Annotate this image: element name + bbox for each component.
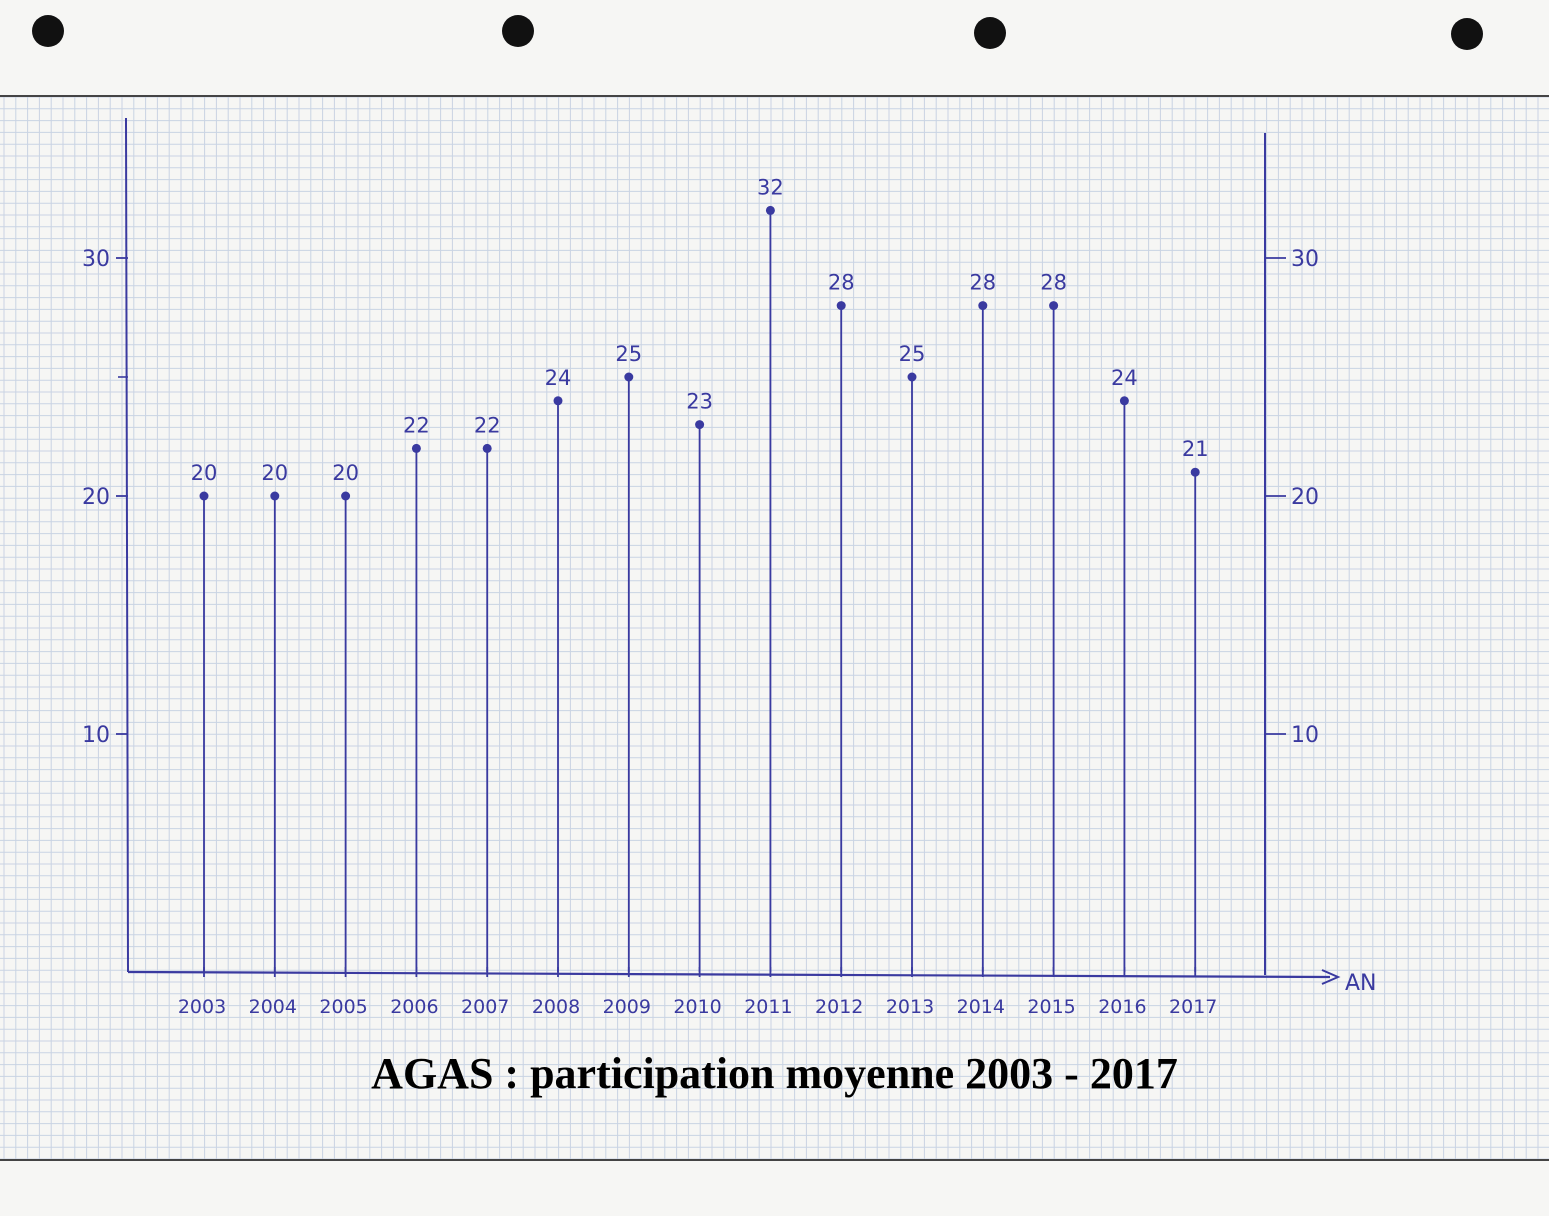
x-tick-label-2017: 2017	[1169, 996, 1217, 1018]
y-tick-label-left: 20	[82, 485, 110, 510]
x-tick-label-2012: 2012	[815, 996, 863, 1018]
data-label-2011: 32	[757, 175, 784, 199]
point-2009	[624, 372, 634, 382]
data-label-2015: 28	[1040, 271, 1067, 295]
point-2017	[1190, 467, 1200, 477]
point-2016	[1119, 396, 1129, 406]
point-2008	[553, 396, 563, 406]
binder-holes	[32, 15, 1483, 50]
binder-hole	[502, 15, 534, 47]
binder-hole	[32, 15, 64, 47]
data-label-2007: 22	[474, 413, 501, 437]
data-label-2012: 28	[828, 271, 855, 295]
x-tick-label-2010: 2010	[673, 996, 721, 1018]
chart-marks	[199, 205, 1200, 977]
data-label-2009: 25	[615, 342, 642, 366]
point-2014	[978, 301, 988, 311]
point-2015	[1049, 301, 1059, 311]
data-label-2010: 23	[686, 390, 713, 414]
point-2006	[411, 443, 421, 453]
x-tick-label-2004: 2004	[249, 996, 297, 1018]
chart-axes	[116, 117, 1341, 985]
chart-caption: AGAS : participation moyenne 2003 - 2017	[371, 1049, 1178, 1098]
grid-lines	[0, 96, 1549, 1160]
point-2007	[482, 443, 492, 453]
data-label-2006: 22	[403, 413, 430, 437]
x-tick-label-2015: 2015	[1027, 996, 1075, 1018]
x-tick-label-2003: 2003	[178, 996, 226, 1018]
x-tick-label-2009: 2009	[603, 996, 651, 1018]
x-tick-label-2014: 2014	[957, 996, 1005, 1018]
y-axis-left	[125, 117, 129, 973]
binder-hole	[1451, 18, 1483, 50]
y-tick-label-left: 30	[82, 247, 110, 272]
data-label-2004: 20	[261, 461, 288, 485]
x-axis	[127, 970, 1331, 979]
page-frame	[0, 95, 1549, 1161]
point-2004	[270, 491, 280, 501]
x-tick-label-2007: 2007	[461, 996, 509, 1018]
y-tick-label-right: 30	[1291, 247, 1319, 272]
x-tick-label-2013: 2013	[886, 996, 934, 1018]
x-tick-label-2008: 2008	[532, 996, 580, 1018]
binder-hole	[974, 17, 1006, 49]
point-2003	[199, 491, 209, 501]
point-2011	[765, 205, 775, 215]
x-axis-label: AN	[1345, 971, 1377, 996]
x-tick-label-2011: 2011	[744, 996, 792, 1018]
data-label-2014: 28	[969, 271, 996, 295]
data-label-2005: 20	[332, 461, 359, 485]
data-label-2008: 24	[545, 366, 572, 390]
data-label-2013: 25	[899, 342, 926, 366]
y-tick-label-left: 10	[82, 723, 110, 748]
x-axis-arrow	[1321, 969, 1341, 985]
x-tick-label-2005: 2005	[319, 996, 367, 1018]
chart-labels: AN 10 10 20 20 30 30 20 2003 20 2004 20 2005 22 2006 22…	[82, 175, 1377, 1018]
x-tick-label-2016: 2016	[1098, 996, 1146, 1018]
y-tick-label-right: 20	[1291, 485, 1319, 510]
y-tick-label-right: 10	[1291, 723, 1319, 748]
data-label-2003: 20	[191, 461, 218, 485]
point-2005	[341, 491, 351, 501]
point-2012	[836, 301, 846, 311]
point-2013	[907, 372, 917, 382]
point-2010	[695, 420, 705, 430]
x-tick-label-2006: 2006	[390, 996, 438, 1018]
data-label-2017: 21	[1182, 437, 1209, 461]
data-label-2016: 24	[1111, 366, 1138, 390]
